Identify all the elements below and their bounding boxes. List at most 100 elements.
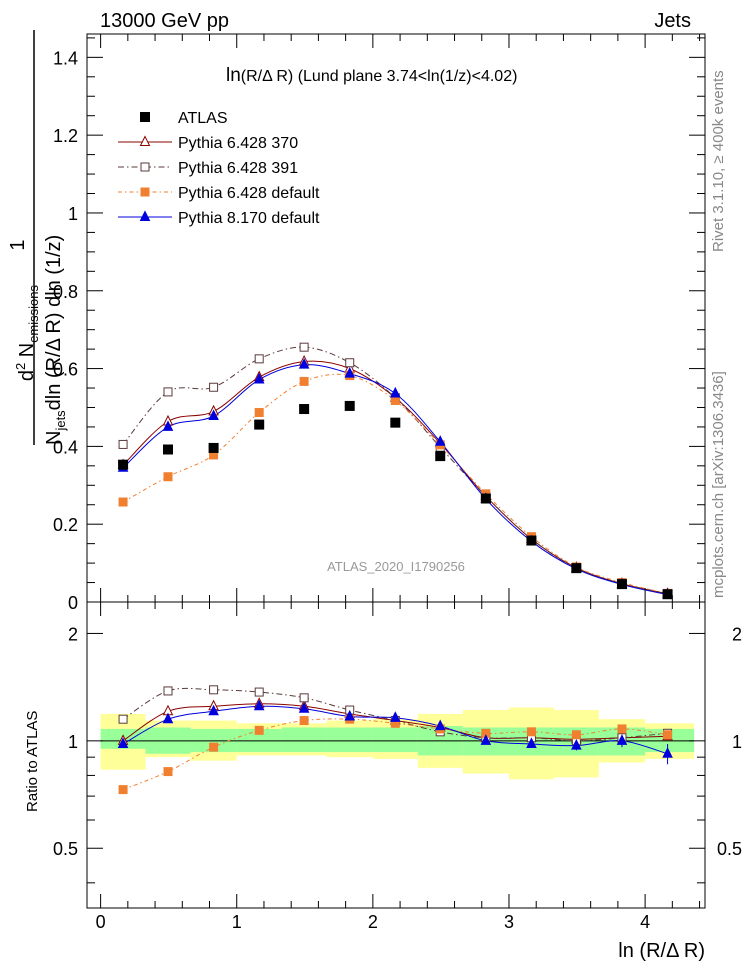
marker-pythia-6-428-391 xyxy=(118,439,128,449)
legend-label-atlas: ATLAS xyxy=(178,110,228,127)
ratio-marker-pythia-6-428-default xyxy=(163,767,173,777)
numer-sup: 2 xyxy=(13,363,28,370)
ratio-marker-pythia-8-170-default xyxy=(390,711,401,722)
atlas-point xyxy=(616,579,627,590)
marker-pythia-6-428-391 xyxy=(254,354,264,364)
y-axis-label-one: 1 xyxy=(7,239,29,250)
ratio-marker-pythia-8-170-default xyxy=(253,699,265,711)
x-tick-label: 0 xyxy=(96,912,106,932)
marker-pythia-6-428-default xyxy=(163,472,173,482)
ratio-y-tick-label: 1 xyxy=(68,732,78,752)
legend-label-pythia-6-428-370: Pythia 6.428 370 xyxy=(178,135,298,152)
denom-rest: dln (R/Δ R) dln (1/z) xyxy=(43,235,65,411)
ratio-marker-pythia-6-428-default xyxy=(299,716,309,726)
ratio-marker-pythia-6-428-default xyxy=(526,727,536,737)
y-tick-label: 0.6 xyxy=(53,360,78,380)
ratio-marker-pythia-8-170-default xyxy=(480,734,492,745)
x-tick-label: 1 xyxy=(232,912,242,932)
ratio-marker-pythia-6-428-default xyxy=(617,724,627,734)
plot-title: ln(R/Δ R) (Lund plane 3.74<ln(1/z)<4.02) xyxy=(226,65,517,86)
marker-pythia-8-170-default xyxy=(298,358,310,369)
ratio-marker-pythia-6-428-391 xyxy=(254,687,264,697)
ratio-y-tick-label-right: 0.5 xyxy=(717,839,742,859)
atlas-point xyxy=(344,400,355,411)
ratio-marker-pythia-8-170-default xyxy=(662,747,673,758)
ratio-y-axis-label: Ratio to ATLAS xyxy=(24,711,41,812)
ratio-marker-pythia-8-170-default xyxy=(117,737,129,748)
atlas-point xyxy=(208,442,219,453)
atlas-point xyxy=(480,493,491,504)
ratio-inner-band xyxy=(281,727,327,753)
atlas-point xyxy=(571,563,582,574)
numer-d: d xyxy=(16,370,38,381)
y-tick-label: 1.2 xyxy=(53,126,78,146)
axis-ticks: 0 1 2 3 4 0 0.2 0.4 0.6 0.8 1 1.2 1.4 0.5 0.5 1 1 2 2 xyxy=(53,34,742,932)
ratio-marker-pythia-6-428-391 xyxy=(118,714,128,724)
curve-pythia-6-428-391-main xyxy=(122,346,668,594)
ratio-marker-pythia-6-428-default xyxy=(571,730,581,740)
y-tick-label: 0.2 xyxy=(53,515,78,535)
x-tick-label: 3 xyxy=(504,912,514,932)
atlas-point xyxy=(662,589,673,600)
ratio-marker-pythia-8-170-default xyxy=(344,709,356,721)
ratio-marker-pythia-6-428-default xyxy=(209,742,219,752)
legend-marker-atlas xyxy=(140,112,150,122)
marker-pythia-6-428-391 xyxy=(345,358,355,368)
marker-pythia-8-170-default xyxy=(162,420,174,431)
marker-pythia-6-428-default xyxy=(390,395,400,405)
mcplots-label: mcplots.cern.ch [arXiv:1306.3436] xyxy=(710,371,727,598)
legend-marker-pythia-6-428-391 xyxy=(140,162,150,172)
ratio-inner-band xyxy=(326,727,373,753)
ratio-marker-pythia-6-428-391 xyxy=(299,693,309,703)
ratio-marker-pythia-6-428-391 xyxy=(209,685,219,695)
ratio-y-tick-label: 2 xyxy=(68,624,78,644)
marker-pythia-6-428-default xyxy=(118,497,128,507)
plot-title-rest: (R/Δ R) (Lund plane 3.74<ln(1/z)<4.02) xyxy=(241,68,518,85)
x-axis-label: ln (R/Δ R) xyxy=(618,940,705,962)
header-left: 13000 GeV pp xyxy=(100,10,229,32)
y-tick-label: 0.8 xyxy=(53,282,78,302)
rivet-label: Rivet 3.1.10, ≥ 400k events xyxy=(710,70,727,252)
legend: ATLAS Pythia 6.428 370 Pythia 6.428 391 Pyt… xyxy=(118,110,320,227)
legend-label-pythia-6-428-391: Pythia 6.428 391 xyxy=(178,160,298,177)
ratio-marker-pythia-8-170-default xyxy=(298,702,310,713)
y-axis-label-denominator: Njetsdln (R/Δ R) dln (1/z) xyxy=(43,235,68,445)
atlas-point xyxy=(254,419,265,430)
ratio-marker-pythia-6-428-default xyxy=(118,785,128,795)
marker-pythia-6-428-391 xyxy=(209,382,219,392)
ratio-marker-pythia-8-170-default xyxy=(526,737,537,748)
marker-pythia-8-170-default xyxy=(434,435,446,446)
ratio-y-tick-label-right: 2 xyxy=(732,624,742,644)
x-tick-label: 4 xyxy=(640,912,650,932)
ratio-y-tick-label-right: 1 xyxy=(732,732,742,752)
ratio-marker-pythia-8-170-default xyxy=(208,704,219,716)
numer-N: N xyxy=(16,343,38,363)
ratio-marker-pythia-8-170-default xyxy=(434,719,446,731)
legend-marker-pythia-6-428-default xyxy=(140,187,150,197)
y-tick-label: 0 xyxy=(68,593,78,613)
atlas-data-points xyxy=(118,400,673,600)
ratio-plot-frame xyxy=(86,601,706,909)
analysis-watermark: ATLAS_2020_I1790256 xyxy=(327,559,465,574)
y-axis-label-numerator: d2 Nemissions xyxy=(13,285,41,382)
atlas-point xyxy=(118,459,129,470)
ratio-marker-pythia-6-428-391 xyxy=(163,686,173,696)
ratio-marker-pythia-8-170-default xyxy=(571,738,582,750)
legend-label-pythia-8-170-default: Pythia 8.170 default xyxy=(178,210,320,227)
ratio-inner-band xyxy=(372,727,418,753)
y-tick-label: 0.4 xyxy=(53,437,78,457)
atlas-point xyxy=(162,444,173,455)
ratio-marker-pythia-8-170-default xyxy=(162,712,174,724)
legend-marker-pythia-6-428-370 xyxy=(139,135,151,146)
legend-marker-pythia-8-170-default xyxy=(139,210,151,221)
ratio-marker-pythia-6-428-default xyxy=(663,730,673,740)
marker-pythia-6-428-391 xyxy=(163,387,173,397)
ratio-marker-pythia-6-428-default xyxy=(254,725,264,735)
atlas-point xyxy=(390,417,401,428)
ratio-marker-pythia-8-170-default xyxy=(616,734,628,745)
marker-pythia-6-428-default xyxy=(299,376,309,386)
x-tick-label: 2 xyxy=(368,912,378,932)
marker-pythia-8-170-default xyxy=(208,409,219,421)
y-axis-label: 1 d2 Nemissions Njetsdln (R/Δ R) dln (1/… xyxy=(7,30,68,445)
